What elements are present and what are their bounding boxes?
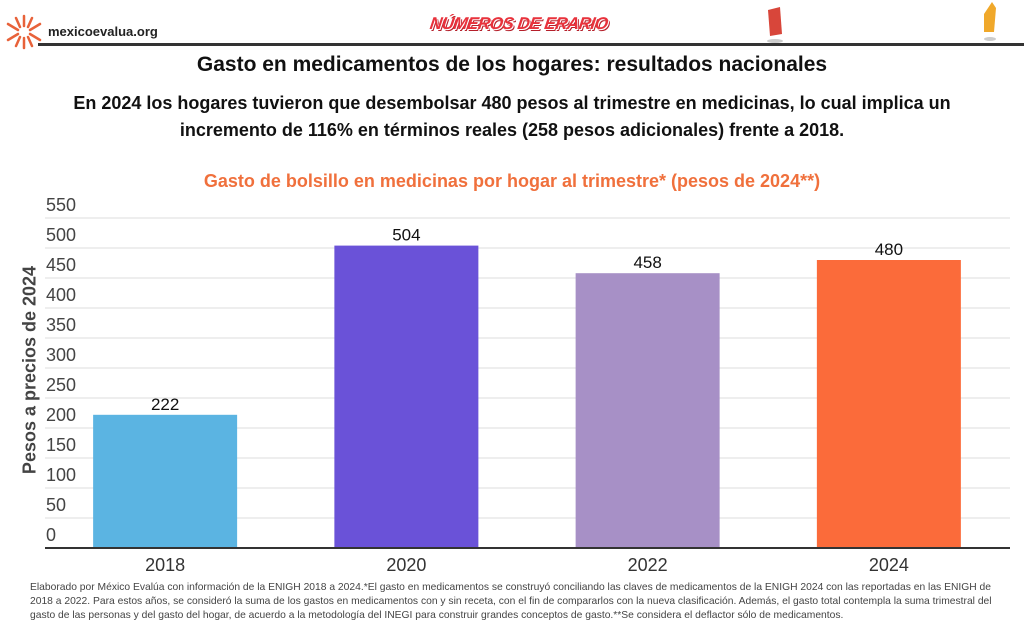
- y-tick-label: 100: [46, 465, 76, 485]
- page-title: Gasto en medicamentos de los hogares: re…: [196, 53, 828, 76]
- chart-title: Gasto de bolsillo en medicinas por hogar…: [203, 171, 821, 191]
- data-label: 458: [633, 253, 661, 272]
- bar-2022: [575, 273, 720, 548]
- y-tick-label: 450: [46, 255, 76, 275]
- y-tick-label: 300: [46, 345, 76, 365]
- data-label: 222: [151, 395, 179, 414]
- footnote: Elaborado por México Evalúa con informac…: [30, 582, 992, 621]
- bar-chart: 0 50 100 150 200 250 300 350 400 450 500 550 222 2018…: [45, 195, 1010, 575]
- y-tick-label: 250: [46, 375, 76, 395]
- y-tick-label: 200: [46, 405, 76, 425]
- page-subtitle: En 2024 los hogares tuvieron que desembo…: [73, 93, 951, 140]
- y-tick-label: 500: [46, 225, 76, 245]
- data-label: 504: [392, 226, 420, 245]
- mexicoevalua-logo-icon: [6, 14, 42, 50]
- y-tick-label: 350: [46, 315, 76, 335]
- bar-2024: [816, 260, 961, 548]
- y-tick-label: 50: [46, 495, 66, 515]
- x-tick-label: 2020: [386, 555, 426, 575]
- site-name: mexicoevalua.org: [48, 24, 158, 39]
- mascot-red-icon: [767, 7, 783, 43]
- x-tick-label: 2022: [628, 555, 668, 575]
- y-tick-label: 0: [46, 525, 56, 545]
- y-tick-label: 550: [46, 195, 76, 215]
- data-label: 480: [875, 240, 903, 259]
- bar-2020: [334, 245, 479, 548]
- x-tick-label: 2024: [869, 555, 909, 575]
- x-tick-label: 2018: [145, 555, 185, 575]
- mascot-yellow-icon: [984, 2, 996, 41]
- y-tick-label: 400: [46, 285, 76, 305]
- bar-2018: [93, 414, 238, 548]
- header-divider: [38, 43, 1024, 46]
- y-tick-label: 150: [46, 435, 76, 455]
